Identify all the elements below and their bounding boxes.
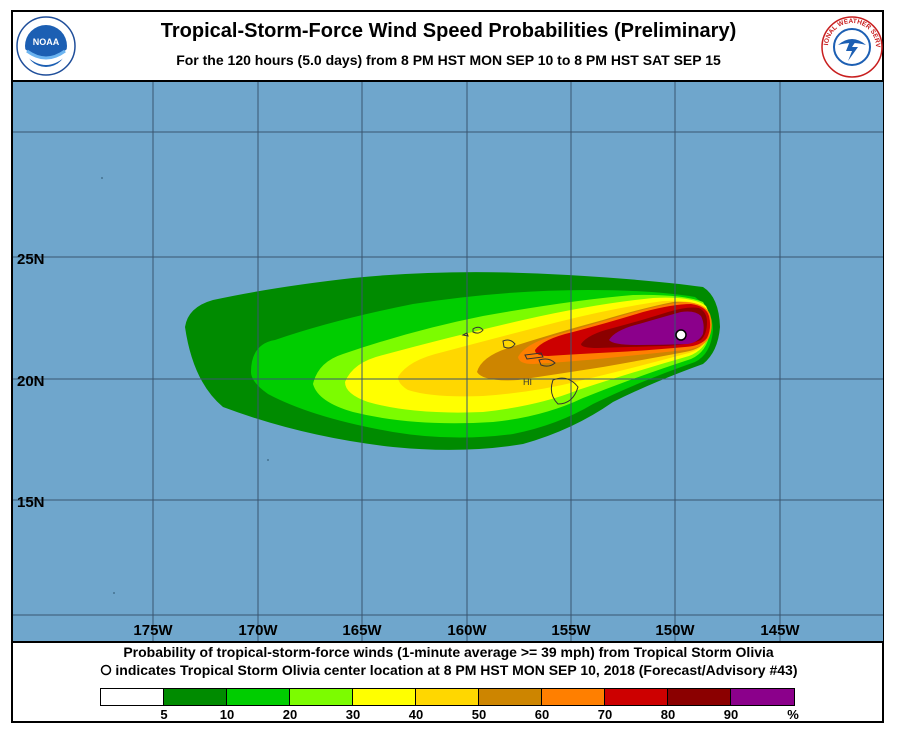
lat-label-25n: 25N (17, 251, 45, 268)
legend-swatch-60-70 (542, 689, 605, 705)
legend-tick: 80 (660, 707, 676, 722)
island-hawaii (550, 377, 579, 405)
legend-tick: 50 (471, 707, 487, 722)
island-maui (538, 358, 556, 367)
legend-tick: 20 (282, 707, 298, 722)
noaa-logo-icon: NOAA (16, 16, 76, 76)
lat-label-20n: 20N (17, 373, 45, 390)
lon-label-170w: 170W (238, 622, 278, 639)
lon-label-165w: 165W (342, 622, 382, 639)
nws-logo-icon: NATIONAL WEATHER SERVICE (820, 15, 883, 78)
legend-swatch-40-50 (416, 689, 479, 705)
island-molokai (524, 352, 544, 360)
island-oahu (502, 339, 516, 349)
legend-tick: 30 (345, 707, 361, 722)
map-top-border (13, 80, 883, 82)
noaa-logo-text: NOAA (33, 37, 60, 47)
island-kauai (472, 326, 484, 334)
lon-label-160w: 160W (447, 622, 487, 639)
map-subtitle: For the 120 hours (5.0 days) from 8 PM H… (176, 52, 721, 68)
probability-map: HI 25N 20N 15N 175W 170W 165W 160W 155W … (13, 82, 883, 642)
graticule (13, 82, 883, 642)
legend-tick: 10 (219, 707, 235, 722)
lon-label-145w: 145W (760, 622, 800, 639)
lon-label-155w: 155W (551, 622, 591, 639)
legend-tick: 5 (160, 707, 168, 722)
legend-swatch-80-90 (668, 689, 731, 705)
storm-center-marker (675, 329, 687, 341)
map-bottom-border (13, 641, 883, 643)
caption-line-1: Probability of tropical-storm-force wind… (123, 644, 774, 660)
probability-legend (100, 688, 795, 706)
lon-label-150w: 150W (655, 622, 695, 639)
legend-swatch-50-60 (479, 689, 542, 705)
hawaiian-islands (461, 326, 579, 405)
legend-swatch-70-80 (605, 689, 668, 705)
legend-tick: 70 (597, 707, 613, 722)
map-title: Tropical-Storm-Force Wind Speed Probabil… (160, 20, 737, 42)
caption-line-2-text: indicates Tropical Storm Olivia center l… (115, 662, 798, 678)
legend-swatch-20-30 (290, 689, 353, 705)
legend-tick: 90 (723, 707, 739, 722)
legend-swatch-30-40 (353, 689, 416, 705)
hawaii-label: HI (523, 377, 532, 387)
legend-tick: 60 (534, 707, 550, 722)
legend-swatch-5-10 (164, 689, 227, 705)
legend-swatch-0-5 (101, 689, 164, 705)
center-location-icon (100, 664, 111, 676)
caption-line-2: indicates Tropical Storm Olivia center l… (0, 662, 897, 678)
lat-label-15n: 15N (17, 494, 45, 511)
legend-tick: 40 (408, 707, 424, 722)
lon-label-175w: 175W (133, 622, 173, 639)
legend-swatch-90-100 (731, 689, 794, 705)
minor-islets (101, 177, 269, 594)
legend-unit: % (787, 707, 799, 722)
legend-swatch-10-20 (227, 689, 290, 705)
island-niihau (461, 332, 469, 337)
